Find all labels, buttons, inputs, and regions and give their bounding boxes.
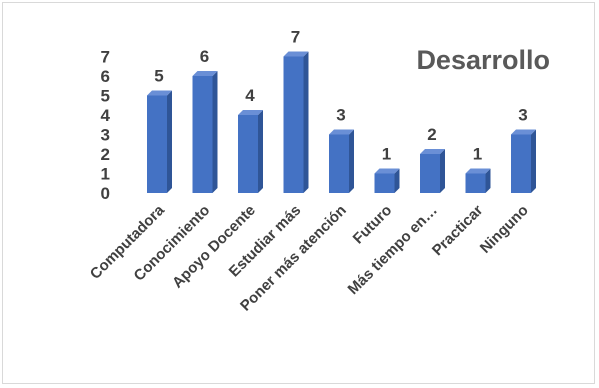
x-tick-label: Practicar xyxy=(429,202,487,260)
data-label: 3 xyxy=(518,106,527,125)
bar-side xyxy=(485,168,491,193)
bar-top xyxy=(238,110,263,115)
bar-front xyxy=(465,173,486,193)
bar-side xyxy=(349,129,354,193)
bar xyxy=(192,71,218,193)
data-label: 4 xyxy=(245,86,255,105)
bar-front xyxy=(238,115,258,193)
x-tick-label: Futuro xyxy=(350,202,396,248)
bar xyxy=(374,168,400,193)
y-tick-label: 6 xyxy=(101,67,110,86)
bar-top xyxy=(283,51,309,57)
bar-front xyxy=(420,154,440,193)
y-tick-label: 0 xyxy=(101,184,110,203)
bar-top xyxy=(420,149,445,154)
data-labels: 5 6 4 7 3 1 2 1 3 xyxy=(154,28,527,164)
y-tick-label: 2 xyxy=(101,145,110,164)
x-tick-label: Ninguno xyxy=(477,202,532,257)
y-tick-label: 7 xyxy=(101,48,110,67)
bar-top xyxy=(465,168,491,174)
bar-side xyxy=(440,149,445,193)
data-label: 1 xyxy=(473,145,482,164)
bar xyxy=(420,149,445,193)
chart-title: Desarrollo xyxy=(416,45,550,75)
bar-top xyxy=(147,90,172,96)
y-tick-label: 3 xyxy=(101,126,110,145)
y-tick-label: 4 xyxy=(101,106,111,125)
bar-side xyxy=(167,90,172,193)
bar-front xyxy=(374,173,395,193)
data-label: 1 xyxy=(382,145,391,164)
data-label: 7 xyxy=(291,28,300,47)
bar-side xyxy=(531,129,536,193)
y-tick-label: 1 xyxy=(101,165,110,184)
bar xyxy=(283,51,309,193)
bar-side xyxy=(303,51,309,193)
bar-front xyxy=(283,56,304,193)
bar xyxy=(511,129,536,193)
bar-top xyxy=(192,71,218,76)
bar-top xyxy=(329,129,354,135)
bars xyxy=(147,51,536,193)
bar xyxy=(238,110,263,193)
data-label: 2 xyxy=(427,125,436,144)
bar-front xyxy=(511,134,531,193)
bar-side xyxy=(258,110,263,193)
data-label: 5 xyxy=(154,67,163,86)
bar xyxy=(147,90,172,193)
bar-top xyxy=(511,129,536,135)
data-label: 3 xyxy=(336,106,345,125)
bar xyxy=(465,168,491,193)
y-tick-label: 5 xyxy=(101,87,110,106)
bar-top xyxy=(374,168,400,174)
data-label: 6 xyxy=(200,47,209,66)
bar xyxy=(329,129,354,193)
bar-side xyxy=(394,168,400,193)
bar-front xyxy=(329,134,349,193)
bar-front xyxy=(192,76,213,193)
bar-front xyxy=(147,95,167,193)
bar-side xyxy=(212,71,218,193)
x-tick-label: Apoyo Docente xyxy=(169,202,259,292)
